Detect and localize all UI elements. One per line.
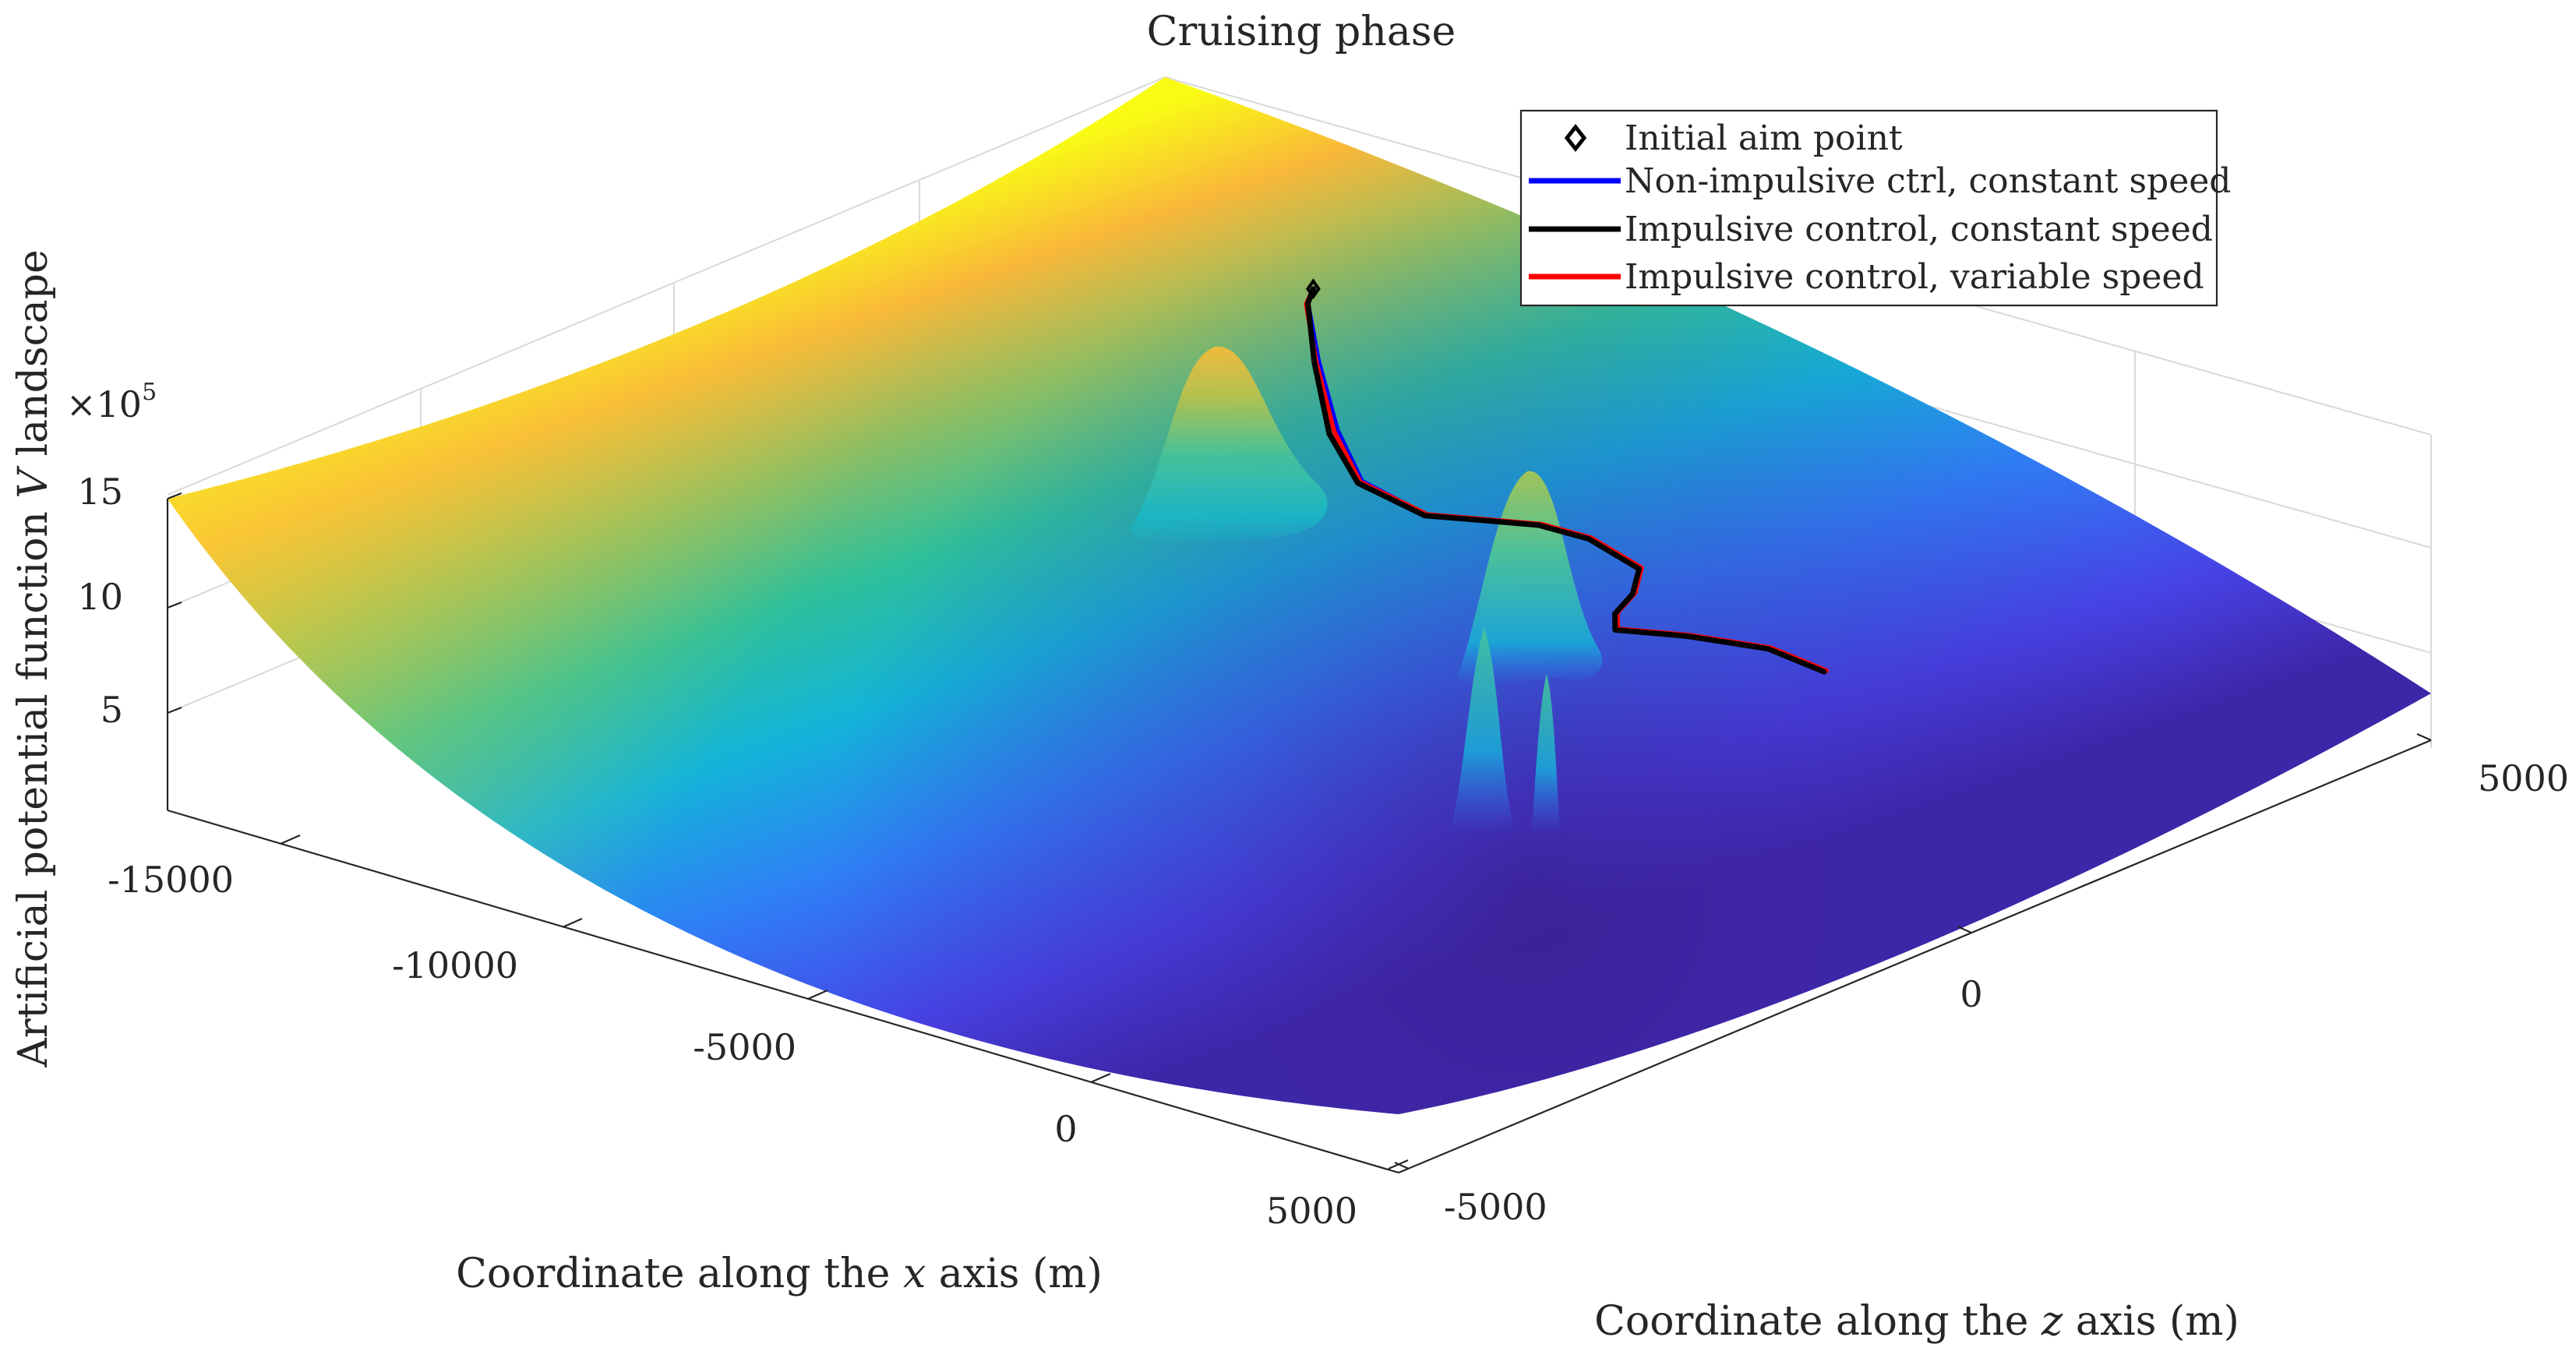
- z-tick-label-5000: 5000: [2478, 757, 2569, 799]
- legend-entry-non-impulsive: Non-impulsive ctrl, constant speed: [1529, 161, 2231, 201]
- z-tick-label-0: 0: [1960, 973, 1982, 1015]
- axes: [166, 499, 2432, 1174]
- obstacle-peak-1: [1130, 346, 1328, 545]
- obstacle-peaks: [1130, 346, 1603, 834]
- legend-diamond-marker: [1564, 123, 1587, 153]
- obstacle-peak-4: [1531, 674, 1561, 834]
- potential-surface: [168, 77, 2431, 1114]
- initial-aim-point-marker: [1305, 278, 1321, 300]
- svg-text:Initial aim point: Initial aim point: [1625, 118, 1903, 158]
- v-exponent-label: ×105: [66, 379, 157, 425]
- svg-text:×105: ×105: [66, 379, 157, 425]
- legend-box: [1519, 109, 2218, 307]
- svg-text:Impulsive control, variable sp: Impulsive control, variable speed: [1625, 257, 2204, 297]
- trajectory-impulsive-constant: [1305, 286, 1827, 675]
- chart-title: Cruising phase: [1147, 9, 1456, 55]
- legend: Initial aim point Non-impulsive ctrl, co…: [1519, 109, 2231, 307]
- svg-text:Non-impulsive ctrl, constant s: Non-impulsive ctrl, constant speed: [1625, 161, 2231, 201]
- x-tick-label-5000: 5000: [1266, 1190, 1357, 1232]
- v-axis-label: Artificial potential function V landscap…: [10, 249, 57, 1068]
- tick-labels: 5 10 15 -15000 -10000 -5000 0 5000 -5000…: [77, 471, 2569, 1232]
- obstacle-peak-3: [1449, 627, 1516, 834]
- x-axis-label: Coordinate along the x axis (m): [456, 1251, 1103, 1297]
- x-tick-label-0: 0: [1054, 1108, 1077, 1150]
- obstacle-peak-2: [1457, 471, 1603, 686]
- svg-text:Impulsive control, constant sp: Impulsive control, constant speed: [1625, 210, 2213, 249]
- v-tick-label-10: 10: [77, 576, 123, 618]
- x-tick-label-m5000: -5000: [693, 1026, 796, 1068]
- x-tick-label-m10000: -10000: [392, 944, 518, 986]
- legend-entry-impulsive-variable: Impulsive control, variable speed: [1529, 257, 2204, 297]
- legend-entry-impulsive-constant: Impulsive control, constant speed: [1529, 210, 2213, 249]
- x-tick-label-m15000: -15000: [108, 859, 234, 901]
- v-tick-label-15: 15: [77, 471, 123, 513]
- trajectories: [1304, 278, 1830, 675]
- z-tick-label-m5000: -5000: [1444, 1186, 1547, 1228]
- legend-entry-initial-aim-point: Initial aim point: [1564, 118, 1903, 158]
- axis-ticks: [167, 492, 2432, 1170]
- v-tick-label-5: 5: [101, 689, 123, 731]
- z-axis-label: Coordinate along the z axis (m): [1594, 1298, 2239, 1345]
